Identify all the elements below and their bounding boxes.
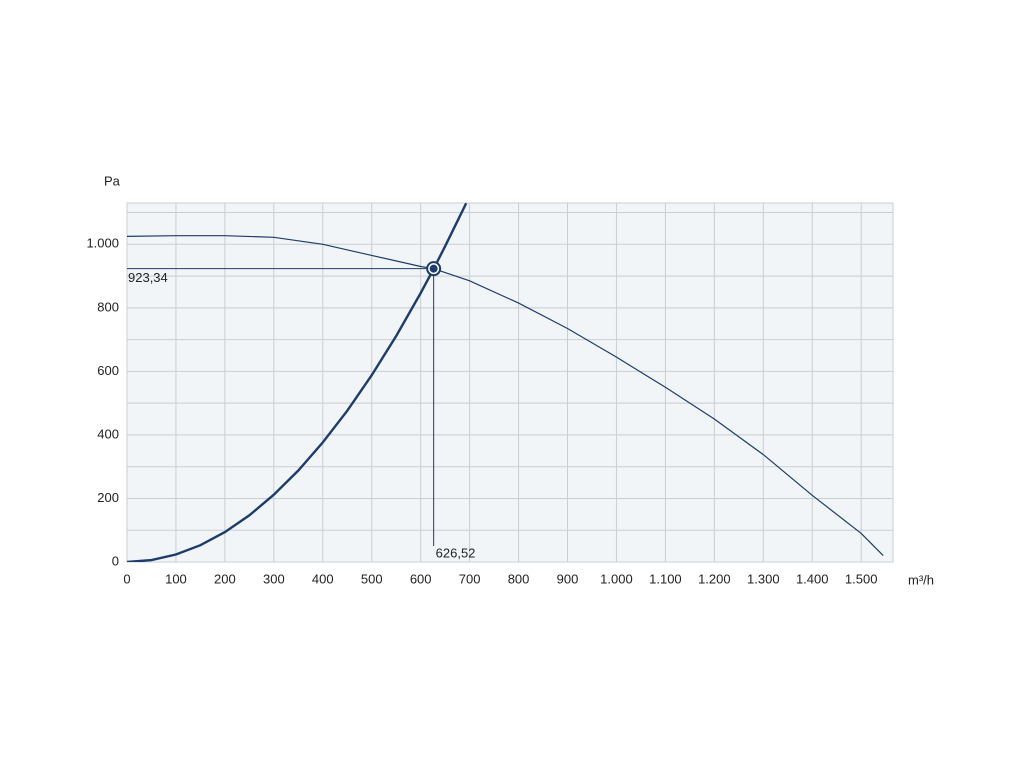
x-tick-label: 600 [410, 571, 432, 586]
x-tick-label: 1.200 [698, 571, 731, 586]
x-tick-label: 700 [459, 571, 481, 586]
operating-y-label: 923,34 [128, 270, 168, 285]
operating-point [429, 264, 438, 273]
x-tick-label: 400 [312, 571, 334, 586]
series-line [127, 203, 468, 562]
x-tick-label: 800 [508, 571, 530, 586]
x-tick-label: 500 [361, 571, 383, 586]
x-tick-label: 200 [214, 571, 236, 586]
x-axis-label: m³/h [908, 572, 934, 587]
y-axis-label: Pa [104, 173, 121, 188]
x-tick-label: 1.000 [600, 571, 633, 586]
operating-x-label: 626,52 [436, 545, 476, 560]
x-tick-label: 300 [263, 571, 285, 586]
series-line [127, 235, 884, 557]
x-tick-label: 1.100 [649, 571, 682, 586]
x-tick-label: 900 [557, 571, 579, 586]
y-tick-label: 200 [97, 490, 119, 505]
x-tick-label: 1.400 [796, 571, 829, 586]
x-tick-label: 0 [123, 571, 130, 586]
plot-area [126, 202, 894, 563]
y-tick-label: 400 [97, 426, 119, 441]
y-tick-label: 600 [97, 363, 119, 378]
x-tick-label: 1.500 [845, 571, 878, 586]
y-tick-label: 1.000 [86, 236, 119, 251]
x-tick-label: 100 [165, 571, 187, 586]
x-tick-label: 1.300 [747, 571, 780, 586]
y-tick-label: 0 [112, 553, 119, 568]
y-tick-label: 800 [97, 299, 119, 314]
